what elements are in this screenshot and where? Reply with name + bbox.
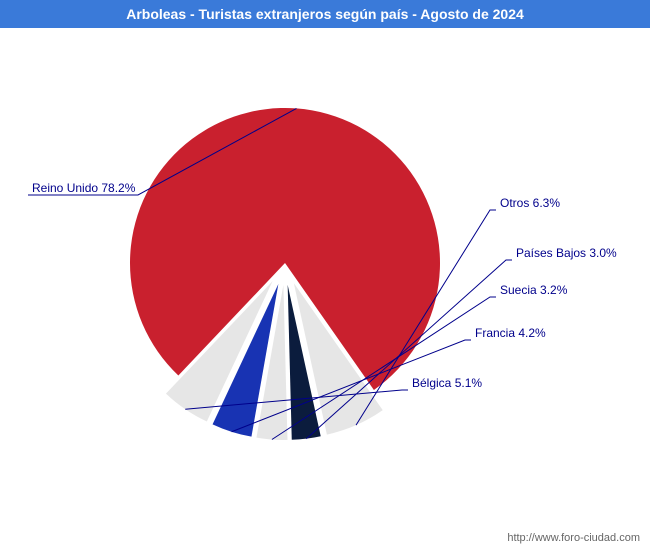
chart-stage: Otros 6.3%Países Bajos 3.0%Suecia 3.2%Fr… [0, 28, 650, 550]
pie-chart-svg [0, 28, 650, 550]
chart-title: Arboleas - Turistas extranjeros según pa… [126, 6, 524, 22]
source-link[interactable]: http://www.foro-ciudad.com [507, 532, 640, 544]
chart-title-bar: Arboleas - Turistas extranjeros según pa… [0, 0, 650, 28]
